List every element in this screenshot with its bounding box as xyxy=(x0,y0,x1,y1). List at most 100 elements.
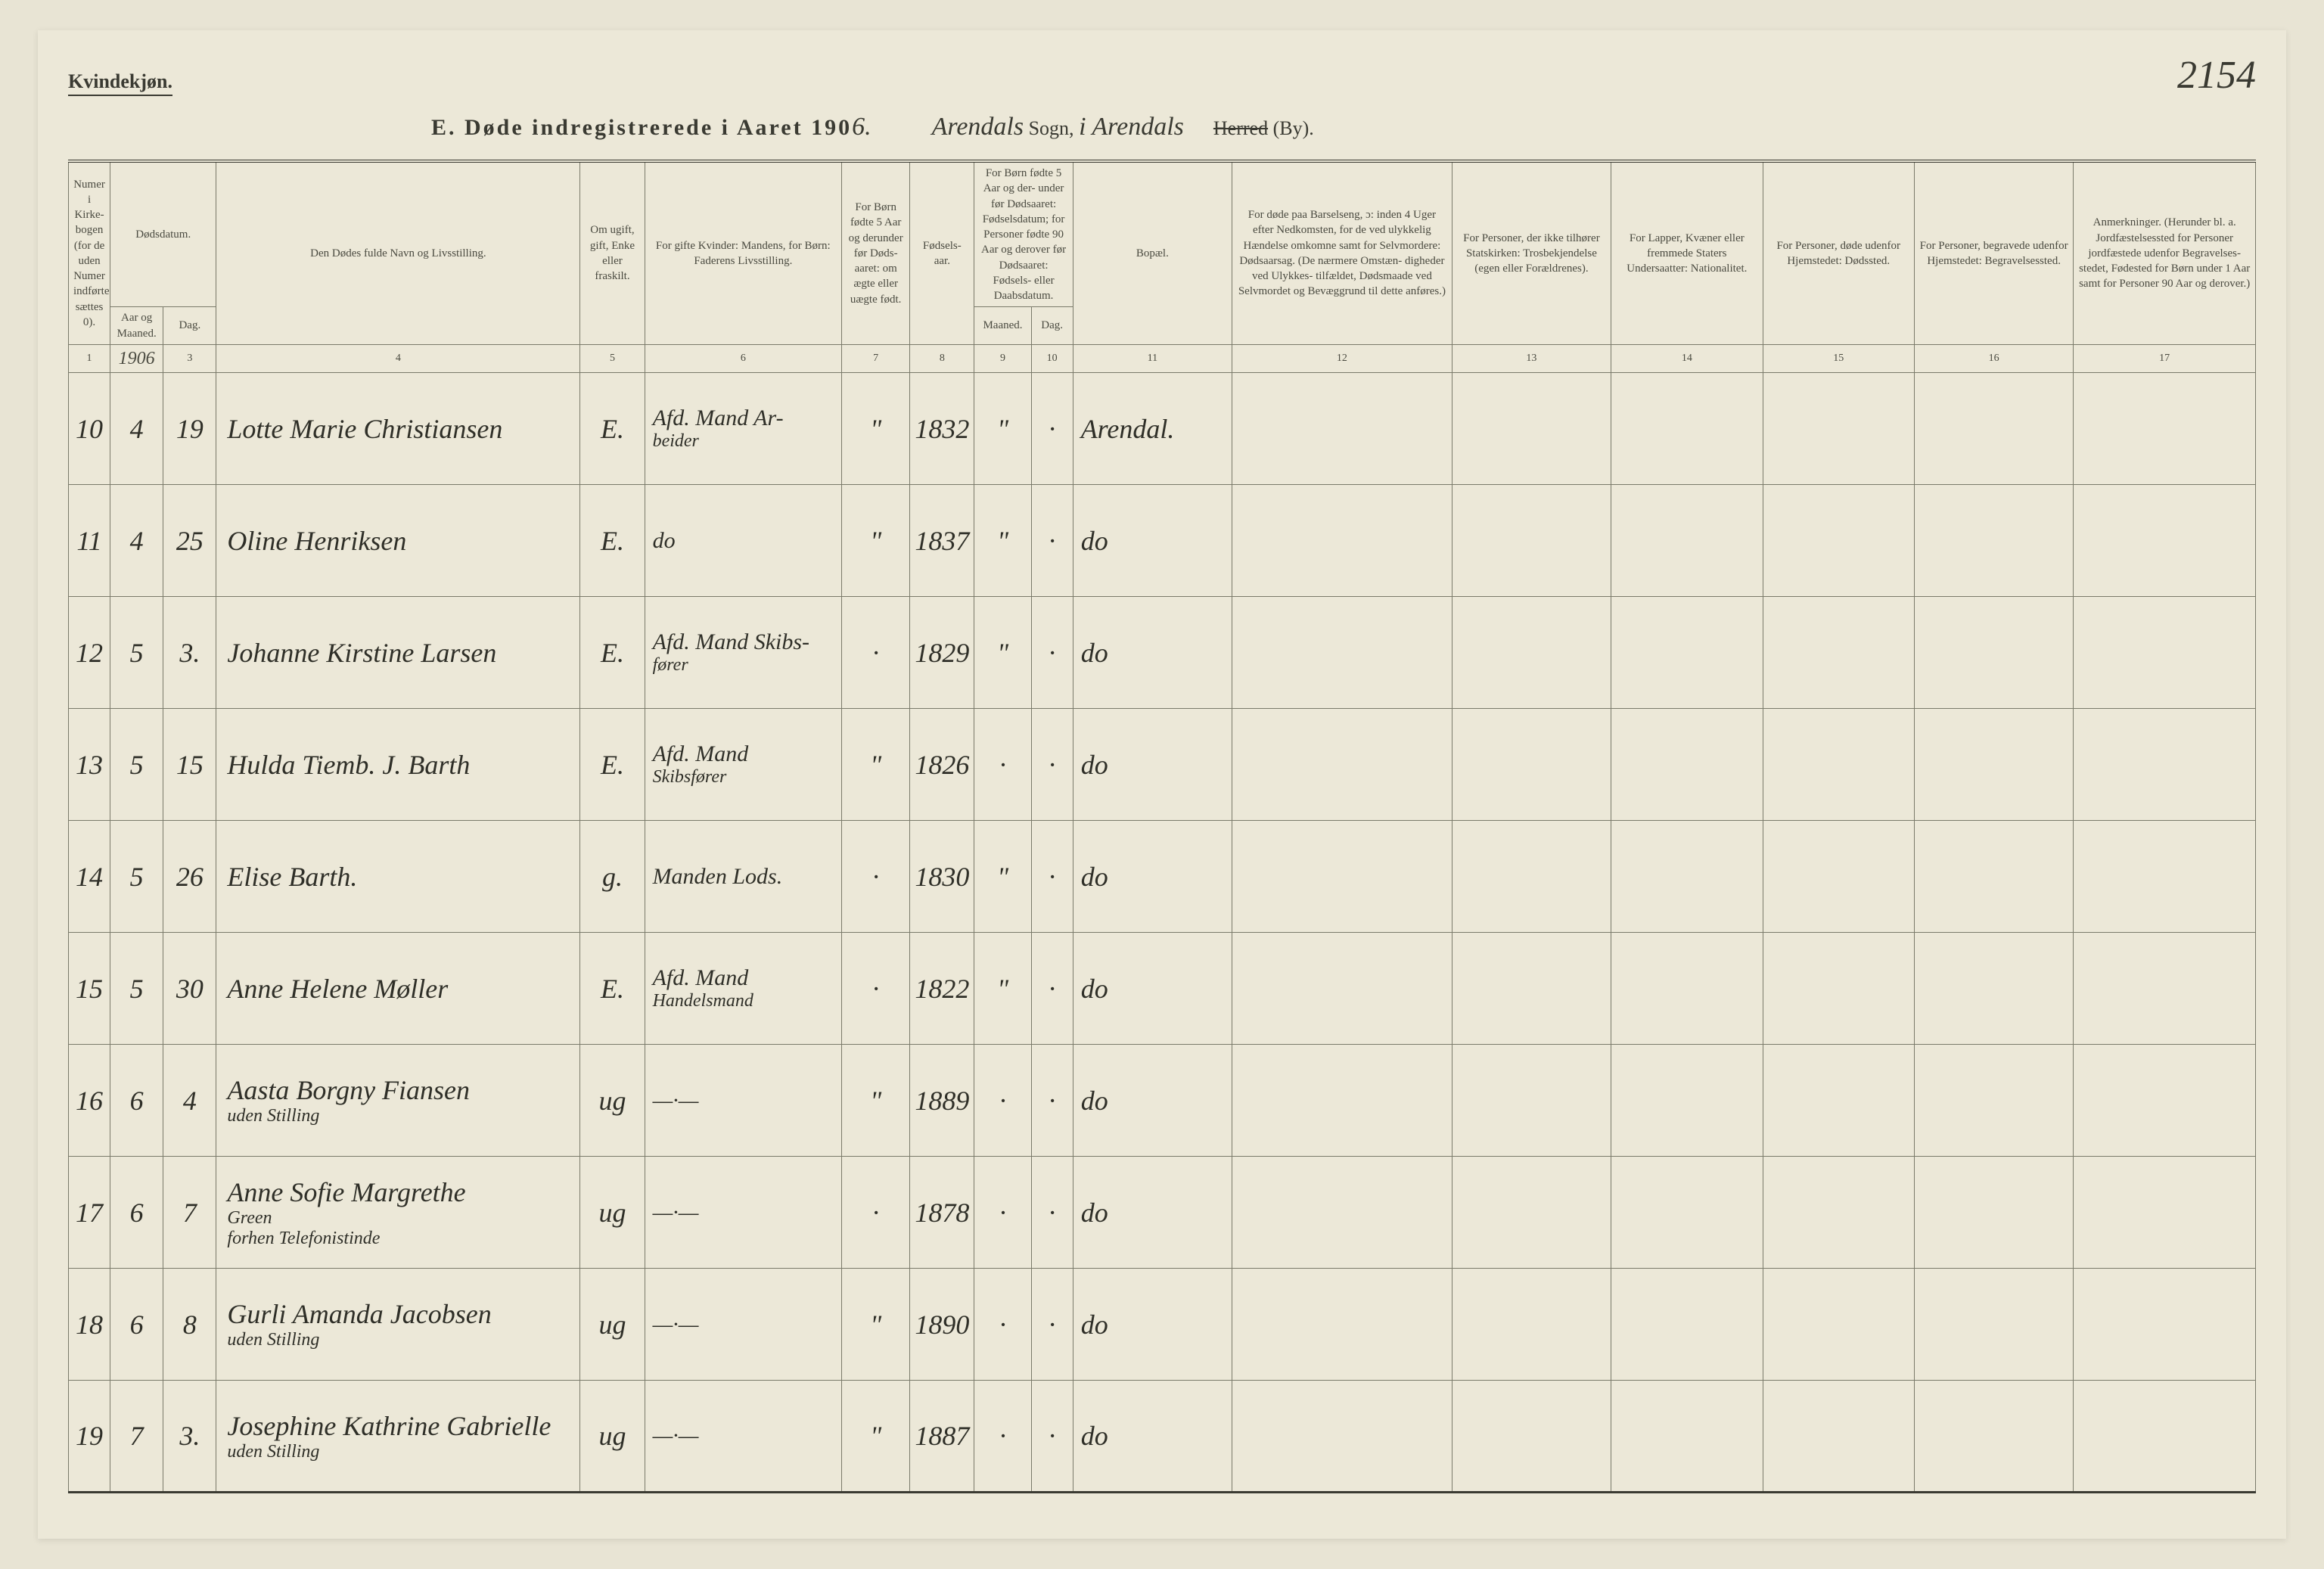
table-cell: " xyxy=(842,1269,910,1381)
table-cell xyxy=(1914,1157,2073,1269)
table-cell xyxy=(1611,1269,1763,1381)
register-page: Kvindekjøn. 2154 E. Døde indregistrerede… xyxy=(38,30,2286,1539)
table-cell: 26 xyxy=(163,821,216,933)
table-cell: 25 xyxy=(163,485,216,597)
colnum: 1 xyxy=(69,344,110,372)
table-cell: 1832 xyxy=(910,373,974,485)
table-cell: Afd. Mand Ar-beider xyxy=(645,373,842,485)
table-row: 10419Lotte Marie ChristiansenE.Afd. Mand… xyxy=(69,373,2256,485)
table-cell: 6 xyxy=(110,1269,163,1381)
table-cell: · xyxy=(974,1045,1031,1157)
table-cell xyxy=(2074,1157,2256,1269)
table-cell xyxy=(2074,597,2256,709)
table-cell xyxy=(1763,821,1914,933)
year-handwritten: 6. xyxy=(852,113,872,141)
colnum: 3 xyxy=(163,344,216,372)
table-cell: 15 xyxy=(69,933,110,1045)
table-cell xyxy=(1232,373,1452,485)
table-cell: E. xyxy=(580,373,645,485)
table-cell xyxy=(1763,933,1914,1045)
table-cell: 7 xyxy=(110,1381,163,1493)
table-cell xyxy=(1611,1157,1763,1269)
col-header-birth-d: Dag. xyxy=(1031,307,1073,345)
colnum: 8 xyxy=(910,344,974,372)
col-header-cause: For døde paa Barselseng, ɔ: inden 4 Uger… xyxy=(1232,161,1452,344)
table-cell: " xyxy=(842,1045,910,1157)
parish-label: Sogn, xyxy=(1029,117,1079,139)
table-cell xyxy=(2074,1045,2256,1157)
table-cell: 17 xyxy=(69,1157,110,1269)
table-cell: E. xyxy=(580,597,645,709)
table-cell xyxy=(1452,1045,1611,1157)
table-cell: Lotte Marie Christiansen xyxy=(216,373,580,485)
table-cell xyxy=(1232,709,1452,821)
colnum: 14 xyxy=(1611,344,1763,372)
table-cell xyxy=(2074,485,2256,597)
title-row: E. Døde indregistrerede i Aaret 1906. Ar… xyxy=(68,113,2256,141)
table-cell: · xyxy=(842,821,910,933)
table-cell: 18 xyxy=(69,1269,110,1381)
table-cell: do xyxy=(1073,933,1232,1045)
table-cell: " xyxy=(974,485,1031,597)
colnum: 5 xyxy=(580,344,645,372)
table-cell: 7 xyxy=(163,1157,216,1269)
table-cell: 16 xyxy=(69,1045,110,1157)
table-cell: do xyxy=(1073,1269,1232,1381)
table-cell xyxy=(1763,485,1914,597)
table-cell: Afd. MandSkibsfører xyxy=(645,709,842,821)
table-cell: " xyxy=(974,933,1031,1045)
col-header-death-d: Dag. xyxy=(163,307,216,345)
table-cell: " xyxy=(842,1381,910,1493)
table-cell: Arendal. xyxy=(1073,373,1232,485)
table-row: 14526Elise Barth.g.Manden Lods.·1830"·do xyxy=(69,821,2256,933)
col-header-legit: For Børn fødte 5 Aar og derunder før Død… xyxy=(842,161,910,344)
table-cell: do xyxy=(1073,1381,1232,1493)
colnum: 17 xyxy=(2074,344,2256,372)
table-row: 13515Hulda Tiemb. J. BarthE.Afd. MandSki… xyxy=(69,709,2256,821)
gender-label: Kvindekjøn. xyxy=(68,70,172,96)
table-cell xyxy=(1232,1045,1452,1157)
colnum: 6 xyxy=(645,344,842,372)
table-cell: do xyxy=(1073,709,1232,821)
table-cell: · xyxy=(1031,709,1073,821)
title-text: E. Døde indregistrerede i Aaret 190 xyxy=(431,115,852,140)
table-cell xyxy=(1914,485,2073,597)
table-cell xyxy=(2074,933,2256,1045)
table-cell xyxy=(1763,597,1914,709)
table-cell: " xyxy=(842,709,910,821)
table-cell: E. xyxy=(580,933,645,1045)
table-cell xyxy=(2074,821,2256,933)
col-header-nationality: For Lapper, Kvæner eller fremmede Stater… xyxy=(1611,161,1763,344)
table-cell: 10 xyxy=(69,373,110,485)
colnum: 7 xyxy=(842,344,910,372)
table-cell xyxy=(1452,1269,1611,1381)
table-cell: —·— xyxy=(645,1381,842,1493)
col-header-death-ym: Aar og Maaned. xyxy=(110,307,163,345)
table-cell xyxy=(1763,1269,1914,1381)
table-cell xyxy=(1763,709,1914,821)
colnum: 9 xyxy=(974,344,1031,372)
table-header: Numer i Kirke- bogen (for de uden Numer … xyxy=(69,161,2256,373)
table-body: 10419Lotte Marie ChristiansenE.Afd. Mand… xyxy=(69,373,2256,1493)
colnum: 11 xyxy=(1073,344,1232,372)
page-number: 2154 xyxy=(2177,53,2256,98)
table-cell xyxy=(1232,1269,1452,1381)
column-number-row: 1 1906 3 4 5 6 7 8 9 10 11 12 13 14 15 1… xyxy=(69,344,2256,372)
table-cell: · xyxy=(842,597,910,709)
table-cell: 5 xyxy=(110,597,163,709)
table-cell: Oline Henriksen xyxy=(216,485,580,597)
table-cell: Hulda Tiemb. J. Barth xyxy=(216,709,580,821)
table-cell xyxy=(1232,933,1452,1045)
table-cell xyxy=(1611,933,1763,1045)
table-cell xyxy=(1611,1045,1763,1157)
table-cell xyxy=(2074,373,2256,485)
table-cell: 3. xyxy=(163,1381,216,1493)
col-header-deathdate: Dødsdatum. xyxy=(110,161,216,307)
table-cell xyxy=(2074,1381,2256,1493)
table-cell: · xyxy=(1031,1381,1073,1493)
parish-block: Arendals Sogn, i Arendals Herred (By). xyxy=(932,113,1314,141)
table-cell: " xyxy=(974,373,1031,485)
table-cell: 5 xyxy=(110,709,163,821)
table-cell: 1837 xyxy=(910,485,974,597)
table-cell xyxy=(1763,373,1914,485)
